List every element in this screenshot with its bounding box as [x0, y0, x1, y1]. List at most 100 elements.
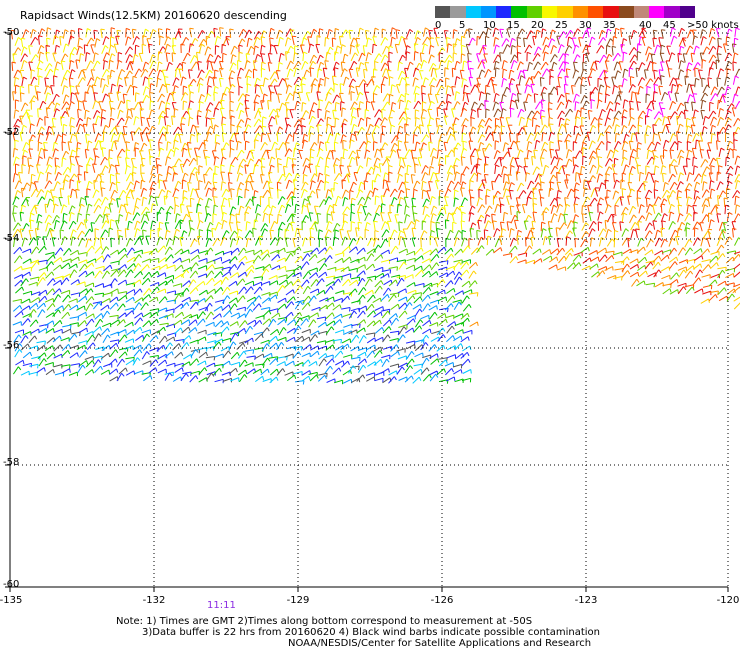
wind-barb-flag: [676, 115, 681, 118]
wind-barb-flag: [41, 28, 46, 32]
wind-barb-flag: [332, 109, 337, 112]
wind-barb-flag: [65, 94, 70, 98]
wind-barb: [174, 181, 179, 190]
wind-barb-flag: [26, 182, 31, 187]
wind-barb-flag: [261, 67, 266, 71]
wind-barb-flag: [63, 77, 68, 81]
wind-barb: [700, 29, 703, 39]
wind-barb: [427, 109, 432, 119]
wind-barb-flag: [544, 124, 548, 128]
wind-barb: [246, 83, 248, 93]
wind-barb-flag: [688, 149, 693, 153]
wind-barb: [100, 78, 102, 88]
wind-barb: [708, 46, 714, 55]
wind-barb-flag: [203, 149, 208, 152]
wind-barb-flag: [183, 100, 188, 103]
wind-barb-flag: [635, 92, 640, 94]
wind-barb-flag: [81, 230, 85, 235]
wind-barb: [10, 30, 13, 40]
wind-barb-flag: [153, 165, 157, 169]
legend-label: 30: [579, 20, 592, 31]
wind-barb-flag: [257, 53, 261, 58]
wind-barb-flag: [318, 134, 323, 137]
wind-barb-flag: [254, 45, 259, 49]
wind-barb: [204, 247, 212, 256]
wind-barb: [406, 29, 411, 38]
wind-barb: [60, 53, 66, 63]
wind-barb-flag: [189, 100, 194, 104]
wind-barb: [244, 69, 250, 78]
wind-barb: [157, 245, 165, 253]
wind-barb: [662, 182, 666, 192]
wind-barb: [178, 68, 182, 78]
wind-barb-flag: [592, 125, 597, 129]
wind-barb: [92, 110, 98, 119]
wind-barb: [125, 36, 129, 46]
wind-barb: [710, 133, 713, 143]
wind-barb-flag: [62, 157, 67, 160]
wind-barb-flag: [43, 141, 48, 144]
wind-barb: [165, 156, 168, 166]
wind-barb-flag: [328, 101, 333, 105]
wind-barb-flag: [701, 77, 706, 80]
wind-barb: [341, 179, 343, 189]
wind-barb: [188, 117, 190, 127]
wind-barb-flag: [351, 197, 356, 201]
wind-barb: [149, 100, 151, 110]
wind-barb: [443, 142, 447, 152]
wind-barb-flag: [511, 182, 515, 186]
wind-barb: [516, 165, 520, 175]
wind-barb: [446, 230, 451, 239]
wind-barb-flag: [570, 188, 575, 193]
wind-barb: [188, 157, 195, 167]
wind-barb-flag: [229, 109, 234, 112]
wind-barb-flag: [214, 124, 219, 128]
wind-barb-flag: [30, 219, 35, 222]
wind-barb: [205, 117, 208, 127]
wind-barb-flag: [359, 91, 364, 96]
wind-barb-flag: [160, 115, 165, 119]
wind-barb: [157, 174, 160, 184]
wind-barb-flag: [691, 124, 696, 127]
wind-barb: [397, 70, 403, 80]
wind-barb: [484, 205, 490, 215]
wind-barb: [428, 142, 430, 152]
wind-barb: [675, 78, 679, 88]
wind-barb: [78, 251, 88, 255]
wind-barb: [438, 60, 442, 70]
wind-barb-flag: [111, 107, 116, 110]
wind-barb-flag: [712, 124, 717, 128]
wind-barb: [324, 196, 330, 206]
wind-barb: [550, 213, 555, 223]
wind-barb: [117, 148, 123, 157]
wind-barb: [564, 123, 567, 133]
wind-barb: [598, 228, 604, 237]
wind-barb: [494, 238, 500, 248]
wind-barb-flag: [566, 68, 571, 71]
wind-barb-flag: [630, 116, 635, 120]
wind-barb: [622, 149, 624, 159]
wind-barb-flag: [198, 212, 203, 214]
wind-barb: [132, 212, 138, 221]
wind-barb-flag: [216, 237, 221, 242]
wind-barb-flag: [274, 220, 278, 225]
wind-barb: [305, 92, 310, 102]
wind-barb-flag: [379, 163, 384, 165]
wind-barb: [43, 149, 46, 159]
wind-barb: [380, 212, 384, 222]
wind-barb: [718, 108, 721, 118]
wind-barb-flag: [624, 68, 629, 72]
wind-barb-flag: [275, 148, 280, 151]
wind-barb-flag: [487, 68, 492, 73]
wind-barb-flag: [344, 236, 349, 240]
wind-barb-flag: [282, 173, 286, 178]
wind-barb-flag: [160, 147, 165, 151]
wind-barb: [172, 236, 176, 246]
wind-barb-flag: [301, 83, 306, 86]
wind-barb: [260, 223, 266, 232]
wind-barb-flag: [272, 205, 277, 209]
wind-barb: [21, 188, 24, 198]
wind-barb: [11, 62, 14, 72]
wind-barb: [123, 204, 128, 214]
wind-barb: [83, 171, 86, 181]
